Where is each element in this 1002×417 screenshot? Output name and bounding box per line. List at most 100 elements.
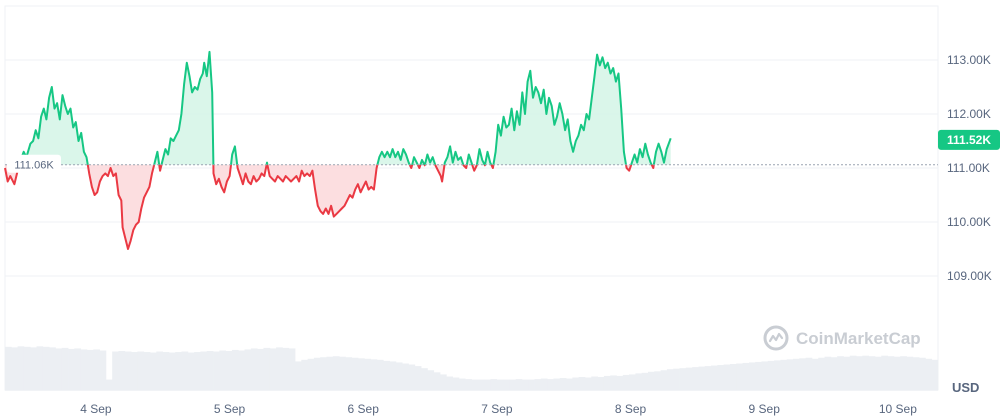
price-line-down bbox=[86, 164, 156, 250]
volume-bar bbox=[698, 366, 706, 390]
price-line-down bbox=[158, 164, 163, 172]
price-line-down bbox=[650, 164, 655, 169]
volume-bar bbox=[887, 356, 895, 390]
volume-bar bbox=[395, 362, 403, 390]
price-line-up bbox=[411, 156, 419, 166]
volume-bar bbox=[370, 359, 378, 390]
current-price-badge: 111.52K bbox=[938, 129, 1000, 150]
volume-bar bbox=[112, 351, 119, 390]
volume-bar bbox=[824, 356, 832, 390]
volume-bar bbox=[660, 370, 668, 390]
volume-bar bbox=[761, 361, 769, 390]
volume-bar bbox=[68, 348, 75, 390]
volume-bar bbox=[36, 346, 44, 390]
volume-bar bbox=[484, 379, 491, 390]
volume-bar bbox=[597, 377, 605, 390]
volume-bar bbox=[666, 369, 674, 390]
volume-bar bbox=[307, 358, 315, 390]
volume-bar bbox=[755, 361, 762, 390]
area-below-baseline bbox=[237, 164, 267, 185]
volume-bar bbox=[786, 359, 794, 390]
volume-bar bbox=[685, 367, 693, 390]
volume-bar bbox=[439, 374, 447, 390]
x-tick-label: 9 Sep bbox=[749, 402, 781, 416]
volume-bar bbox=[156, 351, 164, 390]
volume-bar bbox=[358, 358, 365, 390]
area-above-baseline bbox=[377, 149, 410, 165]
volume-bar bbox=[490, 379, 498, 390]
currency-label: USD bbox=[952, 380, 979, 395]
volume-bar bbox=[534, 379, 542, 390]
x-tick-label: 4 Sep bbox=[80, 402, 112, 416]
volume-bar bbox=[912, 357, 920, 390]
price-line-down bbox=[434, 164, 446, 183]
volume-bar bbox=[906, 356, 914, 390]
volume-bar bbox=[250, 348, 258, 390]
x-tick-label: 5 Sep bbox=[214, 402, 246, 416]
volume-bar bbox=[276, 347, 283, 390]
current-price-text: 111.52K bbox=[947, 133, 991, 147]
price-line-up bbox=[630, 142, 653, 166]
volume-bar bbox=[194, 352, 201, 390]
price-line-up bbox=[419, 158, 426, 166]
volume-bar bbox=[742, 362, 750, 390]
volume-bar bbox=[168, 352, 176, 390]
volume-bar bbox=[767, 360, 775, 390]
volume-bar bbox=[351, 357, 359, 390]
price-line-up bbox=[492, 53, 627, 165]
y-tick-label: 109.00K bbox=[947, 269, 992, 283]
volume-bar bbox=[849, 355, 857, 390]
volume-bar bbox=[648, 371, 655, 390]
volume-bar bbox=[774, 360, 781, 390]
baseline-label-text: 111.06K bbox=[14, 159, 54, 171]
volume-bar bbox=[856, 356, 863, 390]
volume-bar bbox=[862, 355, 870, 390]
area-below-baseline bbox=[213, 164, 231, 193]
volume-bar bbox=[572, 377, 580, 390]
y-tick-label: 111.00K bbox=[947, 161, 990, 175]
volume-bar bbox=[427, 370, 435, 390]
volume-bar bbox=[17, 346, 25, 390]
x-tick-label: 6 Sep bbox=[348, 402, 380, 416]
volume-bar bbox=[137, 351, 145, 390]
area-below-baseline bbox=[267, 164, 378, 217]
volume-bar bbox=[622, 374, 630, 390]
area-above-baseline bbox=[653, 138, 671, 165]
volume-bar bbox=[458, 378, 466, 390]
volume-bar bbox=[402, 363, 409, 390]
x-tick-label: 7 Sep bbox=[481, 402, 513, 416]
volume-bar bbox=[118, 351, 126, 390]
volume-bar bbox=[55, 348, 63, 390]
volume-bar bbox=[452, 377, 460, 390]
volume-bar bbox=[238, 350, 245, 390]
volume-bar bbox=[49, 347, 56, 390]
volume-bar bbox=[162, 352, 170, 390]
volume-bar bbox=[509, 379, 517, 390]
volume-bar bbox=[219, 350, 227, 390]
x-tick-label: 10 Sep bbox=[879, 402, 917, 416]
price-line-down bbox=[408, 164, 414, 169]
volume-bar bbox=[23, 346, 31, 390]
volume-bar bbox=[931, 359, 939, 390]
price-line-up bbox=[376, 148, 411, 166]
volume-bar bbox=[200, 351, 208, 390]
volume-bar bbox=[471, 379, 479, 390]
price-line-up bbox=[443, 145, 465, 166]
volume-bar bbox=[818, 357, 825, 390]
volume-bar bbox=[421, 368, 428, 390]
volume-bar bbox=[345, 357, 353, 390]
price-line-down bbox=[416, 164, 422, 169]
volume-bar bbox=[654, 371, 662, 390]
volume-bar bbox=[780, 359, 788, 390]
volume-bar bbox=[799, 358, 807, 390]
volume-bar bbox=[257, 348, 264, 390]
price-line-up bbox=[475, 148, 486, 166]
price-line-up bbox=[465, 153, 474, 166]
volume-bar bbox=[332, 356, 340, 390]
volume-bar bbox=[503, 379, 510, 390]
volume-bar bbox=[629, 374, 636, 390]
volume-bar bbox=[805, 357, 813, 390]
area-above-baseline bbox=[493, 54, 627, 165]
